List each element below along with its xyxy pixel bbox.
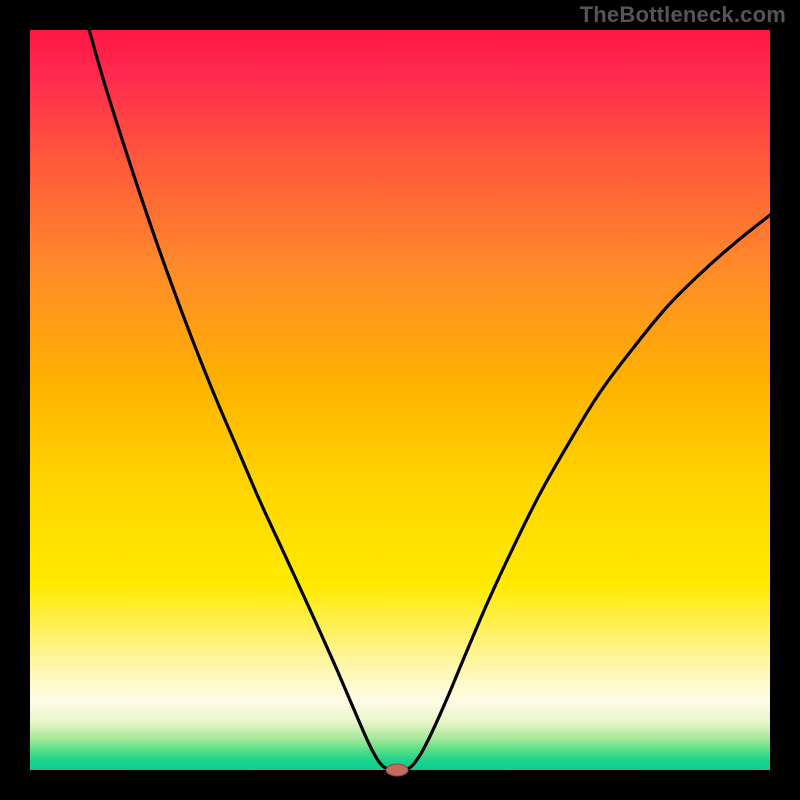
chart-root: TheBottleneck.com (0, 0, 800, 800)
optimum-marker (386, 764, 408, 776)
plot-background (30, 30, 770, 770)
bottleneck-chart-svg (0, 0, 800, 800)
